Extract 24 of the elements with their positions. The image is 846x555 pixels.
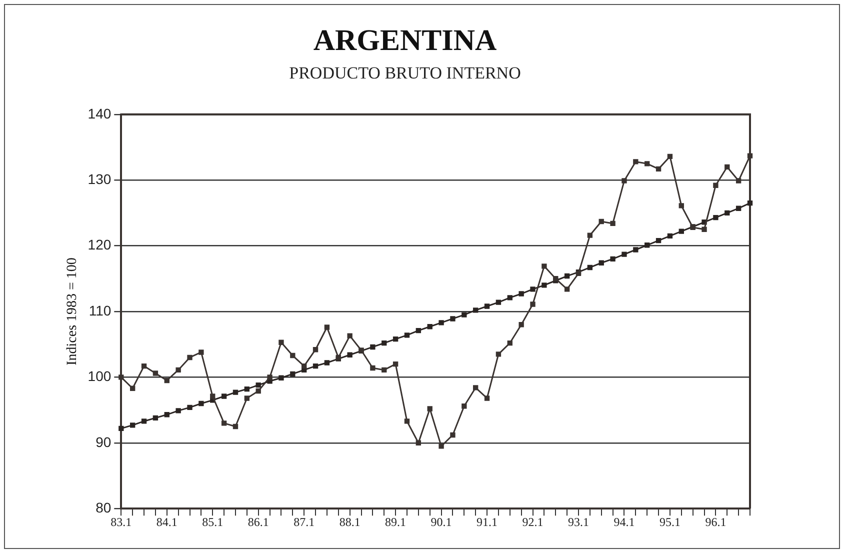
chart-subtitle: PRODUCTO BRUTO INTERNO	[289, 64, 521, 83]
x-tick-label: 95.1	[659, 514, 680, 529]
chart-title: ARGENTINA	[313, 24, 498, 57]
x-tick-label: 89.1	[385, 514, 406, 529]
x-tick-label: 90.1	[430, 514, 452, 529]
y-tick-label: 100	[88, 368, 112, 384]
x-tick-label: 96.1	[705, 514, 726, 529]
x-tick-label: 91.1	[476, 514, 498, 529]
y-axis-title: Indices 1983 = 100	[65, 258, 80, 366]
x-tick-label: 87.1	[294, 514, 315, 529]
y-tick-label: 110	[88, 302, 112, 318]
x-tick-label: 83.1	[110, 514, 132, 529]
y-tick-label: 130	[88, 170, 112, 187]
x-tick-label: 92.1	[522, 514, 544, 529]
y-tick-label: 90	[96, 434, 112, 450]
x-tick-label: 88.1	[339, 514, 360, 529]
x-tick-label: 86.1	[248, 514, 269, 529]
x-tick-label: 85.1	[202, 514, 224, 529]
x-tick-label: 84.1	[156, 514, 178, 529]
y-tick-label: 140	[88, 105, 112, 122]
x-tick-label: 93.1	[568, 514, 589, 529]
x-tick-label: 94.1	[614, 514, 635, 529]
y-tick-label: 120	[88, 236, 112, 253]
y-tick-label: 80	[96, 499, 112, 516]
